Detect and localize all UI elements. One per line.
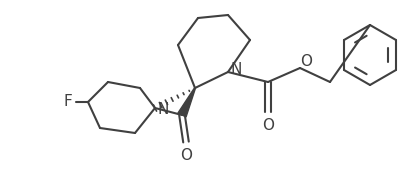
Text: O: O xyxy=(300,55,312,70)
Text: N: N xyxy=(157,103,169,117)
Text: N: N xyxy=(230,62,242,76)
Text: O: O xyxy=(180,148,192,163)
Text: O: O xyxy=(262,117,274,132)
Polygon shape xyxy=(178,88,195,117)
Text: F: F xyxy=(64,95,73,109)
